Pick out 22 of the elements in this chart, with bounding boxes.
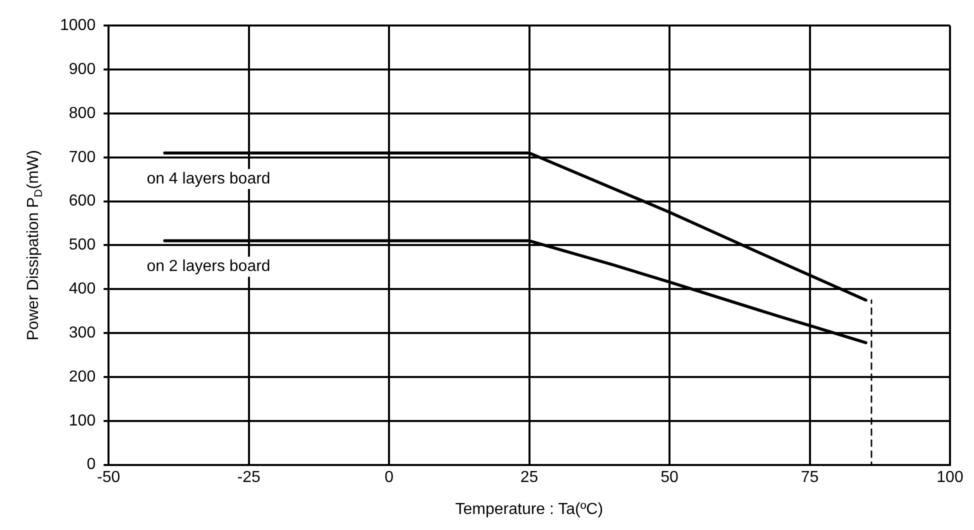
y-axis-title: Power Dissipation PD(mW)	[25, 150, 45, 340]
x-tick-label: 25	[520, 468, 538, 486]
y-tick-label: 400	[68, 280, 96, 298]
y-tick-label: 1000	[60, 17, 96, 34]
y-tick-label: 200	[68, 368, 96, 386]
y-tick-label: 300	[68, 324, 96, 342]
y-tick-label: 100	[68, 412, 96, 430]
x-tick-label: 50	[660, 468, 679, 486]
x-tick-label: 100	[936, 468, 964, 486]
y-tick-label: 600	[68, 192, 96, 210]
y-tick-label: 700	[68, 148, 96, 166]
series-label: on 2 layers board	[146, 258, 270, 276]
y-tick-label: 800	[68, 104, 96, 122]
x-tick-label: 75	[800, 468, 819, 486]
y-tick-label: 900	[68, 60, 96, 78]
x-axis-title: Temperature : Ta(ºC)	[455, 501, 604, 518]
x-tick-label: -50	[97, 468, 120, 486]
series-label: on 4 layers board	[146, 170, 270, 188]
y-tick-label: 500	[68, 236, 96, 254]
x-tick-label: -25	[237, 468, 260, 486]
x-tick-label: 0	[384, 468, 394, 486]
y-tick-label: 0	[86, 456, 96, 474]
